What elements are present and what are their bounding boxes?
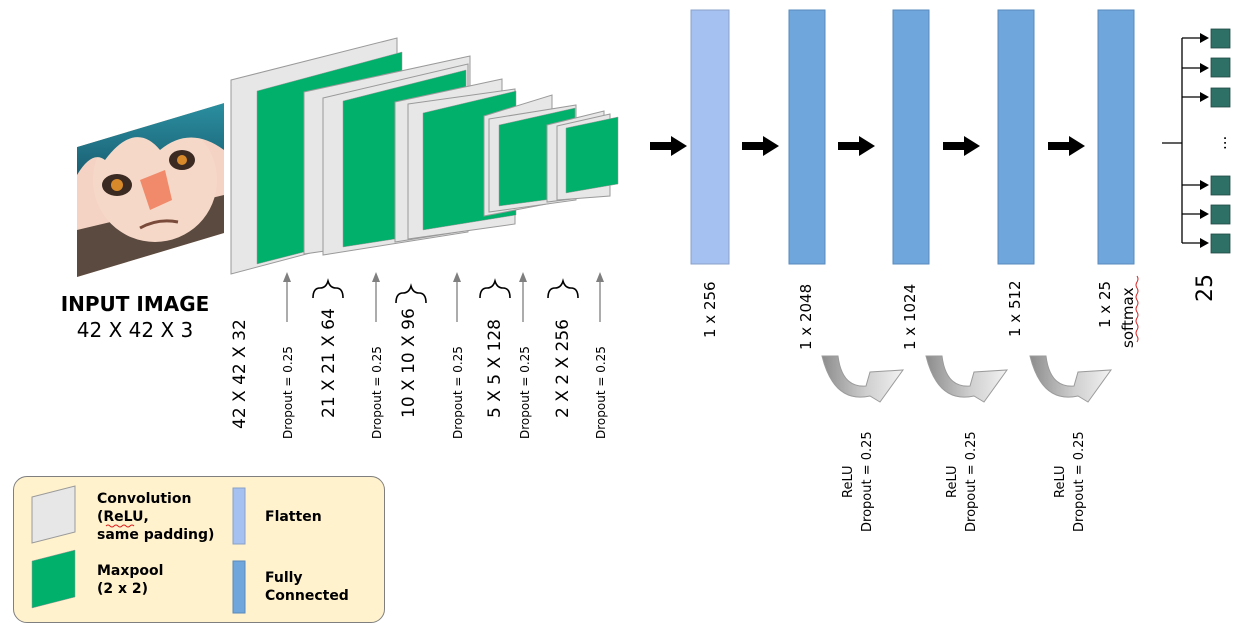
conv-label-4: 5 X 5 X 128	[485, 319, 505, 418]
transition-arrow-2	[925, 355, 1009, 403]
legend-conv-line3: same padding)	[97, 527, 214, 543]
legend-conv-line2: (ReLU,	[97, 509, 149, 525]
conv-block-4	[483, 94, 577, 217]
input-size: 42 X 42 X 3	[77, 318, 193, 342]
output-ellipsis: ...	[1212, 136, 1230, 150]
dense-label-25: 1 x 25	[1096, 281, 1114, 328]
legend-flatten-swatch	[232, 487, 246, 545]
dropout-arrows	[283, 272, 604, 322]
flow-arrow-4	[943, 136, 980, 156]
dense-label-512: 1 x 512	[1006, 280, 1024, 337]
conv-label-1: 42 X 42 X 32	[230, 319, 250, 429]
output-node	[1210, 233, 1231, 254]
conv-block-5	[546, 110, 619, 203]
dense-layer-1024	[892, 9, 930, 265]
output-node	[1210, 57, 1231, 78]
legend-maxpool-swatch	[31, 549, 76, 609]
transition-dropout-2: Dropout = 0.25	[964, 431, 979, 532]
output-node	[1210, 28, 1231, 49]
flow-arrows	[650, 136, 1085, 156]
legend-fc-swatch	[232, 560, 246, 614]
input-image	[77, 103, 224, 277]
legend-fc-line1: Fully	[265, 570, 303, 586]
brace-2	[395, 283, 427, 304]
conv-dropout-2: Dropout = 0.25	[370, 346, 384, 439]
conv-label-3: 10 X 10 X 96	[399, 308, 419, 418]
dense-label-256: 1 x 256	[701, 281, 719, 338]
legend-conv-swatch	[31, 485, 76, 544]
legend-flatten: Flatten	[265, 509, 322, 525]
transition-activation-1: ReLU	[841, 465, 856, 498]
output-tree	[1162, 33, 1209, 248]
transition-dropout-3: Dropout = 0.25	[1072, 431, 1087, 532]
brace-3	[479, 278, 511, 299]
legend-maxpool-line2: (2 x 2)	[97, 581, 148, 597]
conv-label-2: 21 X 21 X 64	[319, 308, 339, 418]
transition-activation-2: ReLU	[945, 465, 960, 498]
transition-arrow-1	[821, 355, 905, 403]
dense-label-2048: 1 x 2048	[797, 284, 815, 350]
spellcheck-underline	[1135, 275, 1139, 343]
dense-sublabel-softmax: softmax	[1119, 287, 1137, 348]
legend-conv-line1: Convolution	[97, 491, 191, 507]
input-title: INPUT IMAGE	[61, 292, 210, 316]
legend-fc-line2: Connected	[265, 588, 349, 604]
conv-dropout-4: Dropout = 0.25	[518, 346, 532, 439]
output-nodes	[1210, 28, 1231, 254]
flow-arrow-2	[742, 136, 779, 156]
legend-spellcheck	[105, 524, 135, 528]
conv-dropout-5: Dropout = 0.25	[594, 346, 608, 439]
conv-dropout-1: Dropout = 0.25	[281, 346, 295, 439]
braces	[312, 278, 579, 304]
transition-dropout-1: Dropout = 0.25	[860, 431, 875, 532]
dense-layer-2048	[788, 9, 826, 265]
dense-layer-25	[1097, 9, 1135, 265]
brace-4	[547, 278, 579, 299]
conv-dropout-3: Dropout = 0.25	[451, 346, 465, 439]
output-count-label: 25	[1193, 274, 1218, 302]
legend-maxpool-line1: Maxpool	[97, 563, 163, 579]
conv-label-5: 2 X 2 X 256	[553, 319, 573, 418]
flow-arrow-3	[838, 136, 875, 156]
dense-label-1024: 1 x 1024	[901, 284, 919, 350]
dense-layer-512	[997, 9, 1035, 265]
legend: Convolution (ReLU, same padding) Maxpool…	[31, 485, 349, 614]
output-node	[1210, 175, 1231, 196]
output-node	[1210, 204, 1231, 225]
brace-1	[312, 278, 344, 299]
output-node	[1210, 87, 1231, 108]
flatten-layer	[690, 9, 730, 265]
transition-arrow-3	[1029, 355, 1113, 403]
flow-arrow-1	[650, 136, 687, 156]
maxpool-layer-5	[565, 116, 619, 194]
transition-activation-3: ReLU	[1053, 465, 1068, 498]
flow-arrow-5	[1048, 136, 1085, 156]
